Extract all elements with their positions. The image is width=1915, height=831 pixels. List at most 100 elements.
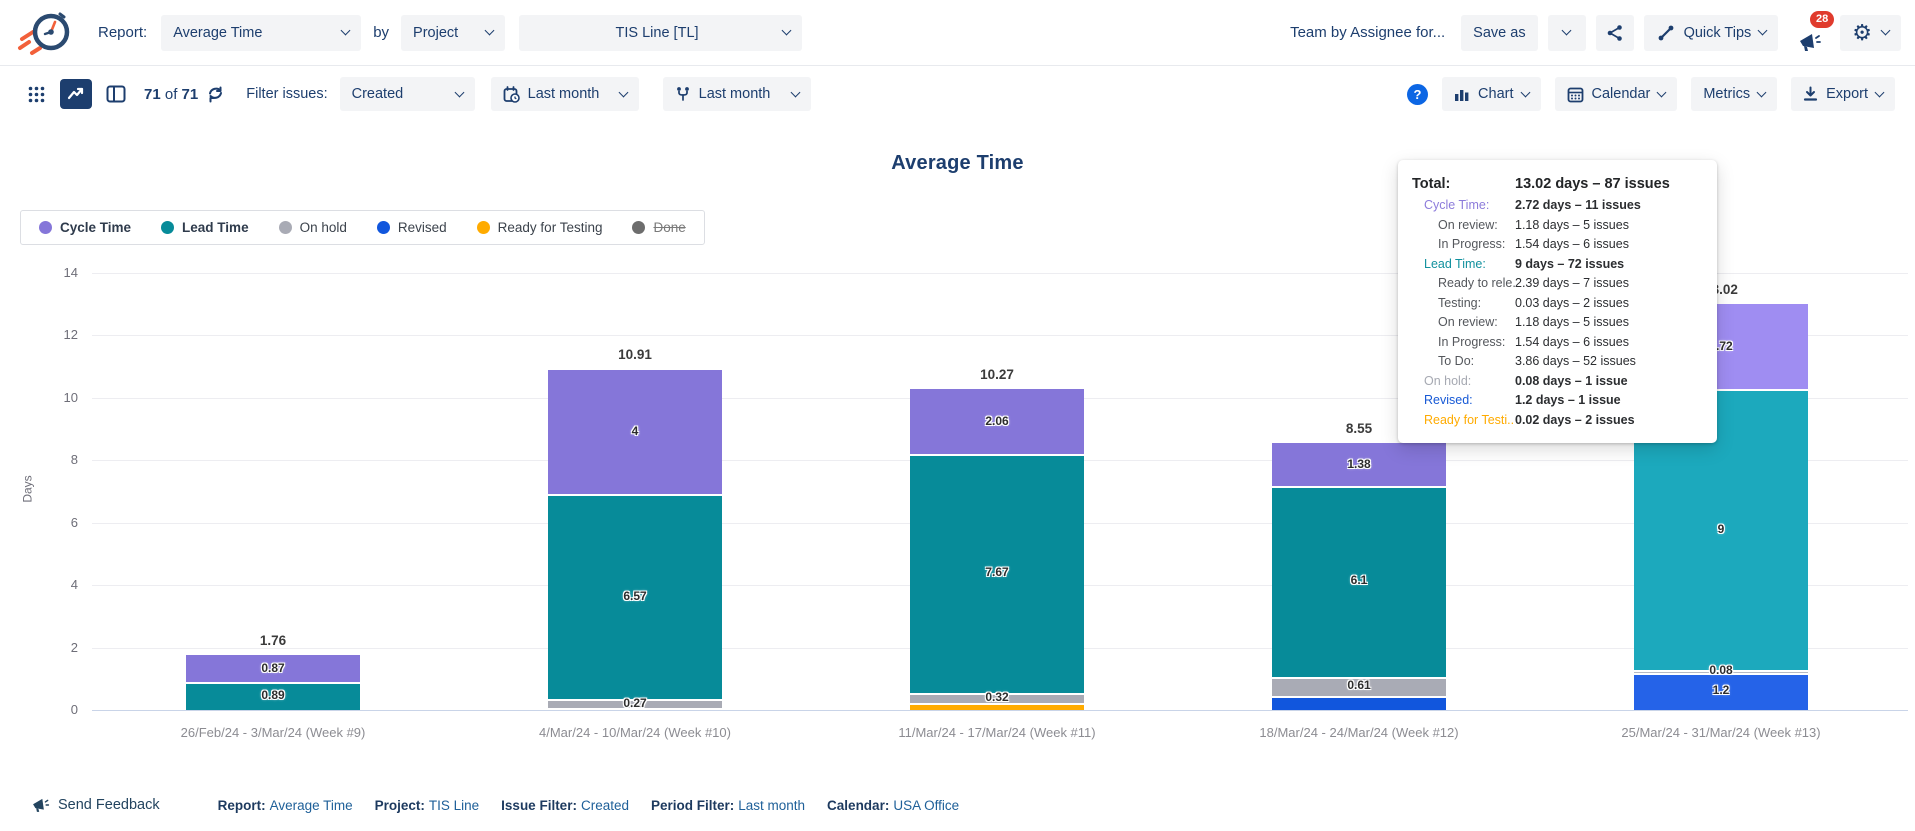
legend-dot-icon <box>278 221 292 234</box>
notification-badge: 28 <box>1810 10 1835 28</box>
tooltip-row-label: Lead Time: <box>1424 256 1486 271</box>
report-label: Report: <box>98 24 148 41</box>
chart-menu-button[interactable]: Chart <box>1442 77 1541 111</box>
bar-total-value: 10.27 <box>980 367 1014 383</box>
legend-dot-icon <box>632 221 646 234</box>
bar-segment-value: 2.06 <box>985 413 1009 428</box>
quick-tips-button[interactable]: Quick Tips <box>1643 14 1779 51</box>
chevron-down-icon <box>454 87 465 97</box>
period-filter-select[interactable]: Last month <box>490 77 639 111</box>
gridline <box>92 273 1908 274</box>
footer-bar: Send Feedback Report: Average Time Project… <box>0 795 1915 815</box>
chevron-down-icon <box>1561 25 1572 36</box>
bar-segment-cycle-time[interactable] <box>186 655 360 683</box>
help-button[interactable]: ? <box>1407 83 1429 105</box>
bar-segment-ready-for-testing[interactable] <box>548 707 722 710</box>
share-button[interactable] <box>1595 14 1634 51</box>
bar-segment-value: 0.27 <box>623 695 647 710</box>
bar-segment-on-hold[interactable] <box>1634 670 1808 673</box>
view-toolbar: 71 of 71 Filter issues: Created <box>0 66 1915 122</box>
footer-summary-label: Period Filter: <box>650 797 735 813</box>
bar-segment-value: 0.87 <box>261 660 285 675</box>
group-by-select[interactable]: Project <box>401 14 506 51</box>
by-label: by <box>373 24 390 41</box>
bar-segment-revised[interactable] <box>1272 695 1446 710</box>
bar-segment-lead-time[interactable] <box>186 682 360 710</box>
calendar-menu-button[interactable]: Calendar <box>1554 77 1678 111</box>
chart-tooltip: Total: 13.02 days – 87 issues Cycle Time… <box>1398 160 1717 443</box>
y-tick-label: 8 <box>70 452 78 468</box>
bar-segment-lead-time[interactable] <box>548 494 722 700</box>
fork-icon <box>675 86 691 102</box>
legend-item[interactable]: Done <box>632 220 686 235</box>
tooltip-row-value: 3.86 days – 52 issues <box>1515 354 1636 368</box>
send-feedback-button[interactable]: Send Feedback <box>30 795 160 815</box>
y-tick-label: 6 <box>70 514 78 530</box>
bar-total-value: 1.76 <box>259 633 287 649</box>
download-icon <box>1803 86 1818 102</box>
bar-segment-on-hold[interactable] <box>1272 676 1446 696</box>
legend-dot-icon <box>161 221 175 234</box>
bar-segment-ready-for-testing[interactable] <box>910 703 1084 710</box>
metrics-menu-button[interactable]: Metrics <box>1691 77 1778 111</box>
bar-segment-value: 0.89 <box>261 688 285 703</box>
bar-segment-on-hold[interactable] <box>548 699 722 708</box>
calendar-icon <box>1567 86 1584 103</box>
bar-segment-cycle-time[interactable] <box>910 389 1084 454</box>
issue-filter-select[interactable]: Created <box>339 77 475 111</box>
tooltip-row-label: On review: <box>1438 217 1498 232</box>
legend-item[interactable]: Cycle Time <box>39 220 131 235</box>
bar-total-value: 10.91 <box>618 347 652 363</box>
legend-item-label: Done <box>653 220 686 235</box>
bar-segment-on-hold[interactable] <box>910 693 1084 704</box>
tooltip-row: On review: 1.18 days – 5 issues <box>1412 216 1703 236</box>
tooltip-row-value: 1.18 days – 5 issues <box>1515 217 1629 232</box>
bar-segment-cycle-time[interactable] <box>1272 443 1446 487</box>
save-as-button[interactable]: Save as <box>1461 14 1538 51</box>
legend-item-label: Ready for Testing <box>497 220 603 235</box>
bar-segment-lead-time[interactable] <box>1272 486 1446 677</box>
view-chart-button[interactable] <box>60 79 92 109</box>
footer-summary-label: Calendar: <box>827 797 890 813</box>
tooltip-rows: Cycle Time: 2.72 days – 11 issues On revie… <box>1412 196 1703 430</box>
footer-summary-label: Issue Filter: <box>501 797 577 813</box>
tooltip-row-value: 1.18 days – 5 issues <box>1515 315 1629 329</box>
tooltip-row-value: 0.08 days – 1 issue <box>1515 373 1628 388</box>
tooltip-row-value: 1.54 days – 6 issues <box>1515 334 1629 349</box>
legend-item[interactable]: Revised <box>376 220 447 235</box>
save-as-menu-button[interactable] <box>1547 14 1586 51</box>
project-select[interactable]: TIS Line [TL] <box>519 14 803 51</box>
tooltip-row: Ready to rele... 2.39 days – 7 issues <box>1412 274 1703 294</box>
bar-segment-lead-time[interactable] <box>910 453 1084 694</box>
chevron-down-icon <box>790 87 801 97</box>
legend-item[interactable]: Ready for Testing <box>476 220 603 235</box>
chart-region: Average Time Cycle Time Lead Time On hold R… <box>0 122 1915 831</box>
bar-segment-revised[interactable] <box>1634 672 1808 710</box>
export-menu-button[interactable]: Export <box>1791 77 1895 111</box>
gridline <box>92 335 1908 337</box>
view-board-button[interactable] <box>100 79 132 109</box>
refresh-button[interactable] <box>202 79 228 109</box>
report-type-select[interactable]: Average Time <box>161 14 362 51</box>
footer-summary-label: Report: <box>217 797 266 813</box>
tooltip-row: Ready for Testi... 0.02 days – 2 issues <box>1412 411 1703 431</box>
footer-summary-value: Average Time <box>269 797 353 813</box>
tooltip-row: Lead Time: 9 days – 72 issues <box>1412 255 1703 275</box>
tooltip-row-label: On hold: <box>1424 373 1472 388</box>
share-icon <box>1606 24 1624 42</box>
chevron-down-icon <box>1756 87 1767 97</box>
sprint-filter-select[interactable]: Last month <box>662 77 811 111</box>
legend-item[interactable]: Lead Time <box>161 220 249 235</box>
settings-button[interactable]: ⚙ <box>1840 14 1901 51</box>
chevron-down-icon <box>484 25 495 36</box>
x-axis-label: 4/Mar/24 - 10/Mar/24 (Week #10) <box>539 725 731 740</box>
footer-summary-item: Calendar: USA Office <box>827 798 959 813</box>
legend-item[interactable]: On hold <box>278 220 347 235</box>
bar-segment-cycle-time[interactable] <box>548 369 722 495</box>
whats-new-button[interactable]: 28 <box>1788 10 1835 55</box>
chevron-down-icon <box>781 25 792 36</box>
tooltip-row-label: Testing: <box>1438 295 1482 310</box>
view-grid-button[interactable] <box>20 79 52 109</box>
chevron-down-icon <box>340 25 351 36</box>
x-axis-label: 25/Mar/24 - 31/Mar/24 (Week #13) <box>1621 725 1821 740</box>
